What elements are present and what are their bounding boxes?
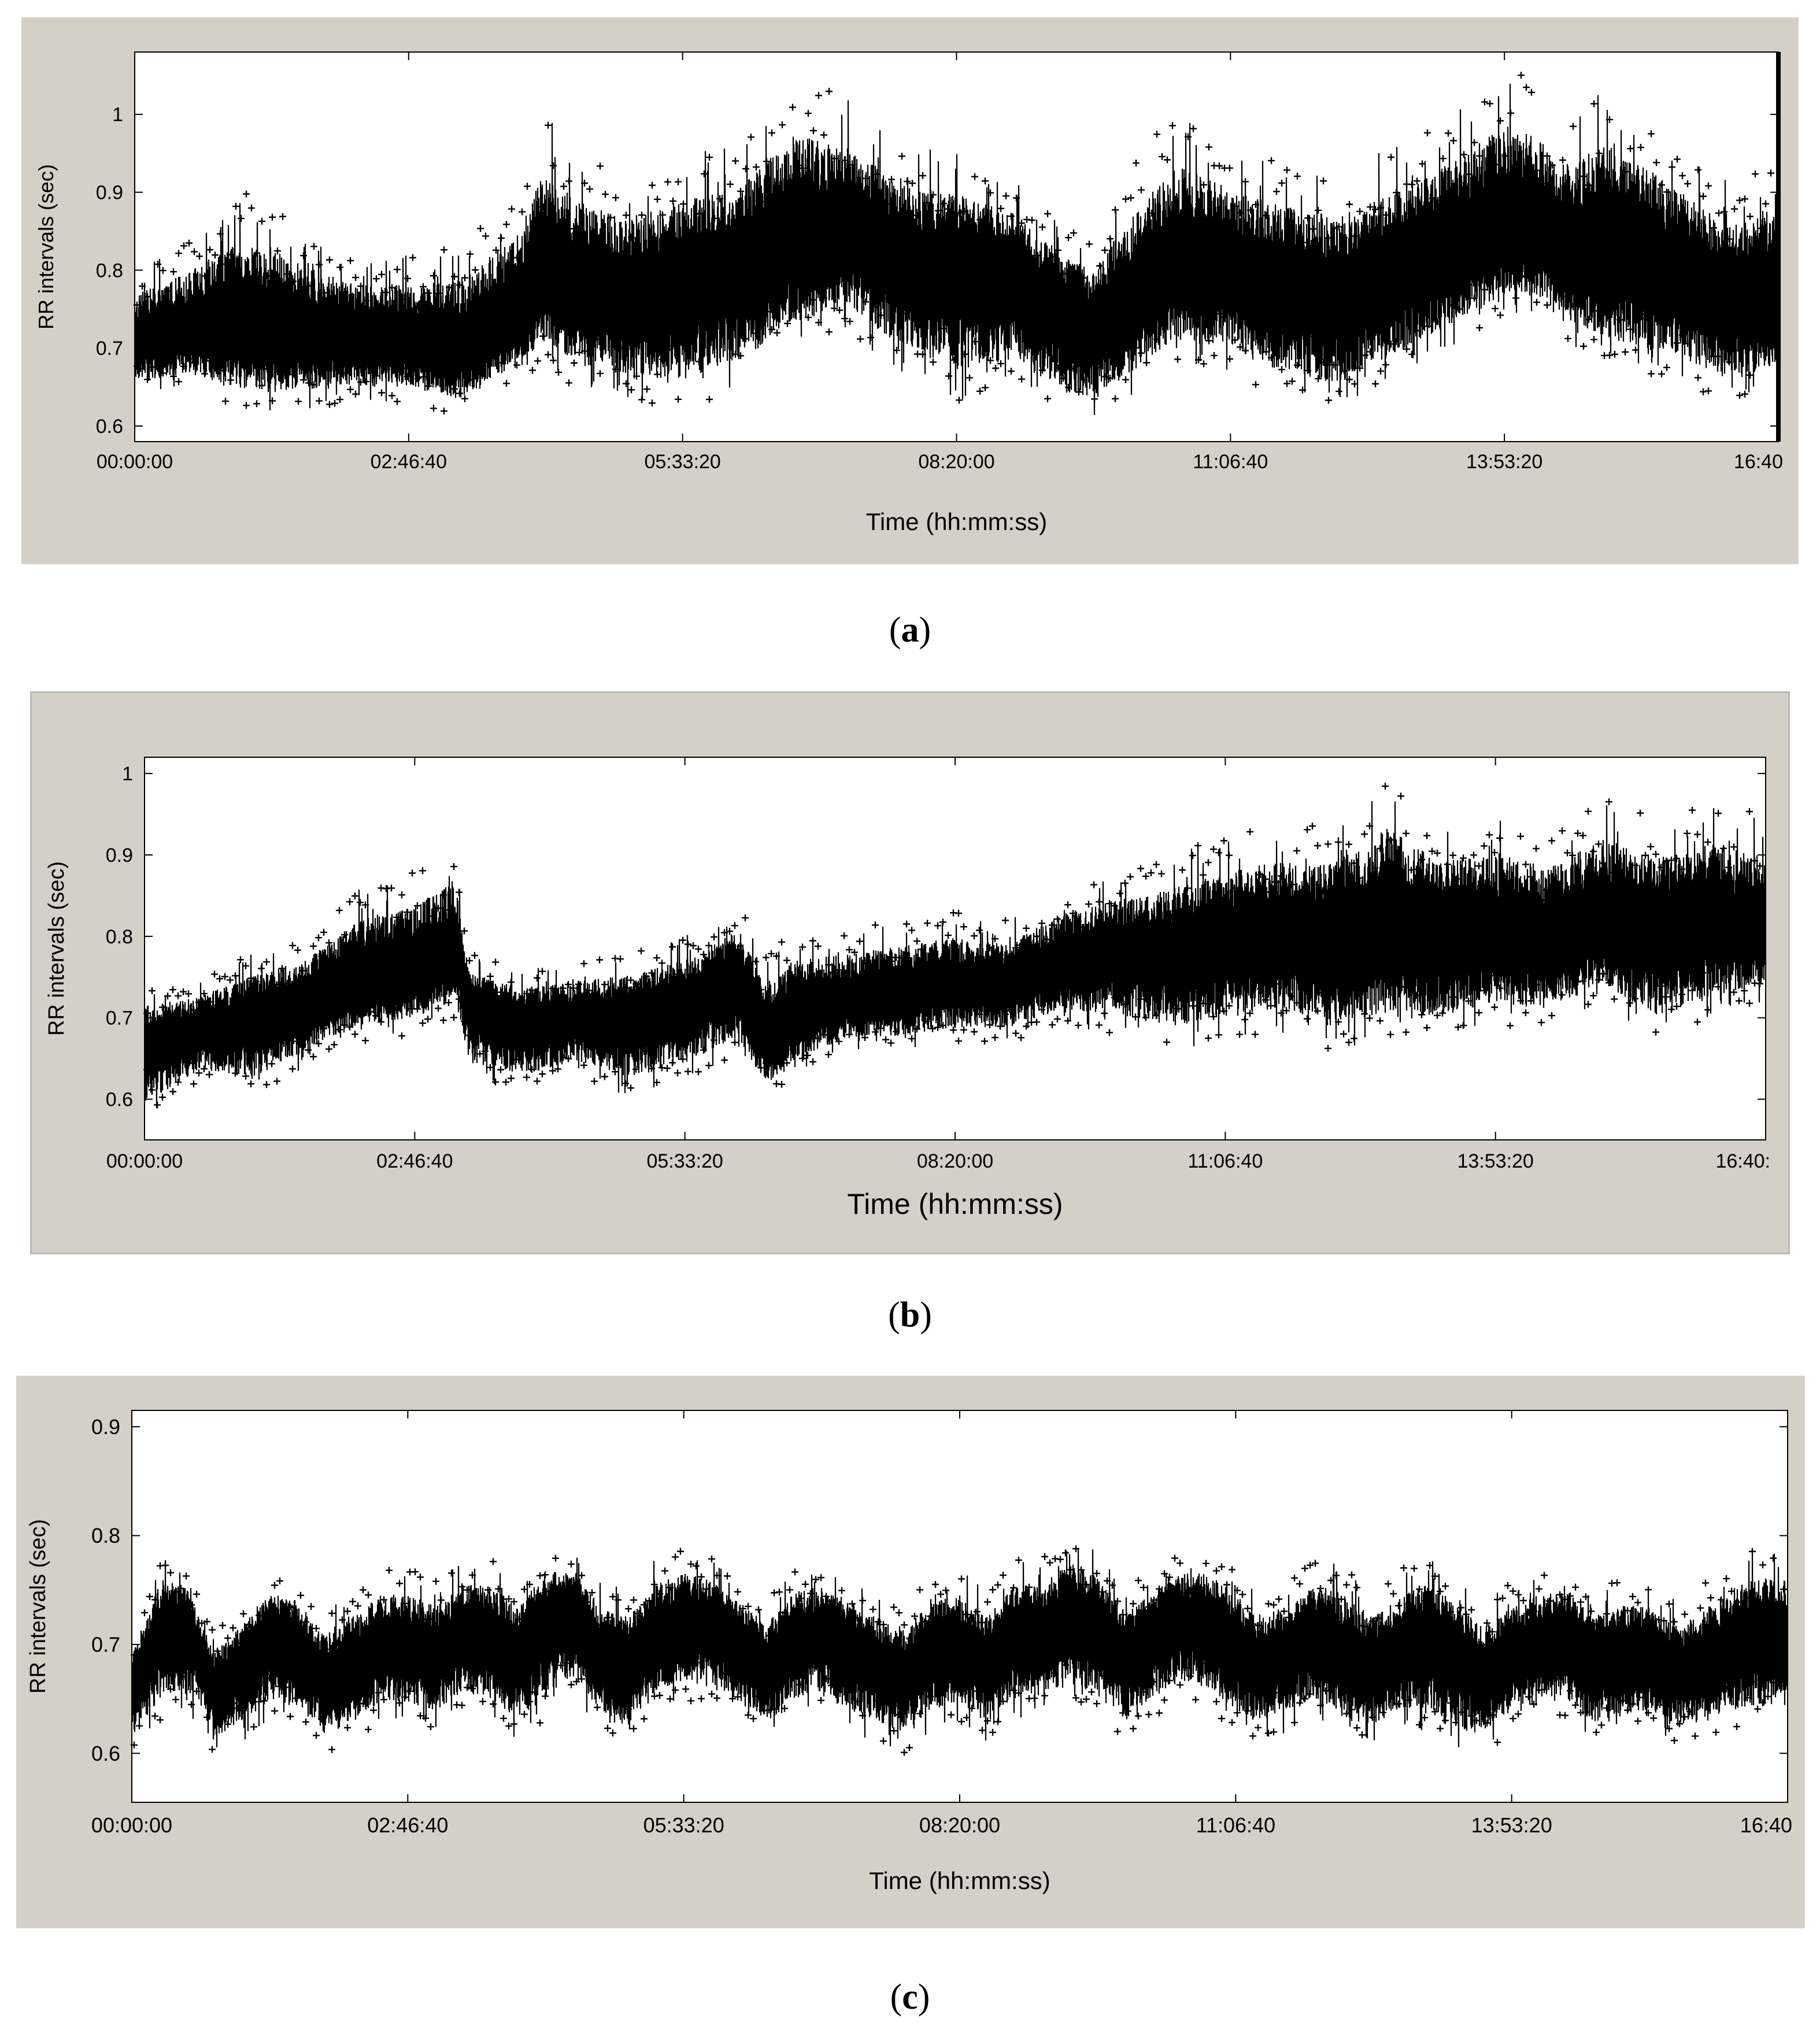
x-tick-label: 13:53:20 xyxy=(1457,1150,1533,1172)
x-tick-label: 05:33:20 xyxy=(643,1813,724,1837)
x-tick-label: 11:06:40 xyxy=(1188,1150,1263,1172)
y-tick-label: 1 xyxy=(122,763,133,785)
x-axis-label: Time (hh:mm:ss) xyxy=(847,1188,1063,1220)
x-axis-label: Time (hh:mm:ss) xyxy=(866,508,1047,535)
x-tick-label: 16:40: xyxy=(1715,1150,1770,1172)
rr-markers xyxy=(131,1545,1787,1756)
caption-a: (a) xyxy=(889,610,931,650)
x-tick-label: 13:53:20 xyxy=(1466,451,1542,473)
x-tick-label: 05:33:20 xyxy=(646,1150,723,1172)
y-tick-label: 0.9 xyxy=(91,1415,120,1439)
y-axis-label: RR intervals (sec) xyxy=(45,861,69,1036)
y-tick-label: 0.7 xyxy=(96,338,123,360)
x-tick-label: 08:20:00 xyxy=(917,1150,993,1172)
y-tick-label: 0.6 xyxy=(106,1088,133,1110)
y-tick-label: 0.9 xyxy=(106,845,133,866)
caption-c-letter: c xyxy=(902,1977,918,2017)
x-tick-label: 11:06:40 xyxy=(1196,1813,1275,1837)
x-axis-label: Time (hh:mm:ss) xyxy=(869,1867,1050,1894)
x-tick-label: 16:40 xyxy=(1734,451,1783,473)
x-tick-label: 02:46:40 xyxy=(376,1150,453,1172)
x-tick-label: 05:33:20 xyxy=(644,451,720,473)
caption-c: (c) xyxy=(890,1977,930,2017)
rr-series xyxy=(131,1545,1788,1756)
y-axis-label: RR intervals (sec) xyxy=(34,164,58,329)
x-tick-label: 11:06:40 xyxy=(1193,451,1268,473)
caption-a-letter: a xyxy=(901,610,919,650)
rr-markers xyxy=(143,783,1763,1109)
x-tick-label: 00:00:00 xyxy=(91,1813,172,1837)
y-tick-label: 0.9 xyxy=(96,182,123,204)
y-tick-label: 0.8 xyxy=(106,926,133,948)
y-tick-label: 0.7 xyxy=(91,1633,120,1657)
y-tick-label: 0.6 xyxy=(96,416,123,438)
y-tick-label: 0.7 xyxy=(106,1008,133,1029)
y-tick-label: 0.8 xyxy=(91,1524,120,1547)
y-tick-label: 1 xyxy=(112,104,123,126)
caption-b-letter: b xyxy=(900,1295,920,1335)
x-tick-label: 02:46:40 xyxy=(367,1813,448,1837)
x-tick-label: 08:20:00 xyxy=(918,451,994,473)
y-tick-label: 0.6 xyxy=(91,1742,120,1765)
x-tick-label: 08:20:00 xyxy=(919,1813,1000,1837)
y-axis-label: RR intervals (sec) xyxy=(26,1519,50,1694)
x-tick-label: 13:53:20 xyxy=(1471,1813,1552,1837)
rr-markers xyxy=(134,72,1774,415)
x-tick-label: 16:40 xyxy=(1740,1813,1792,1837)
y-tick-label: 0.8 xyxy=(96,260,123,282)
x-tick-label: 02:46:40 xyxy=(371,451,447,473)
x-tick-label: 00:00:00 xyxy=(106,1150,183,1172)
caption-b: (b) xyxy=(888,1295,932,1335)
x-tick-label: 00:00:00 xyxy=(97,451,173,473)
